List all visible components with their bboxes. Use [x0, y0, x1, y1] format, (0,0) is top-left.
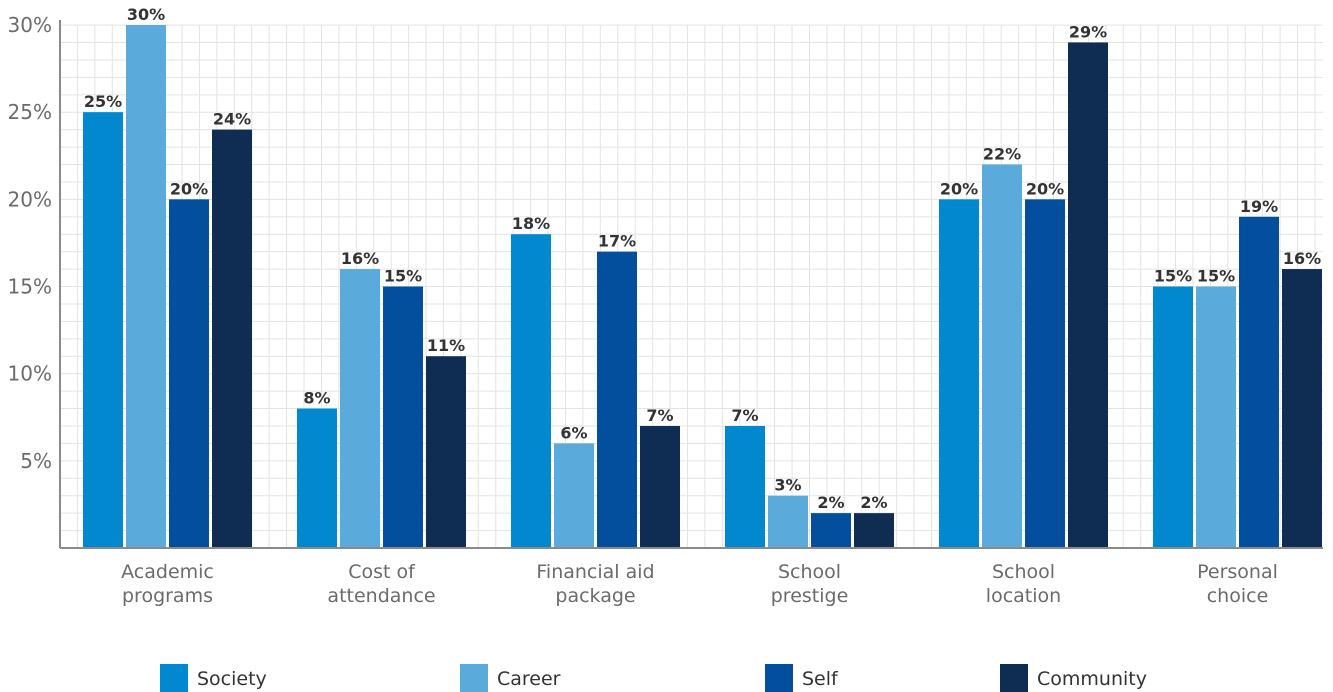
category-label: Personal: [1197, 561, 1278, 583]
data-label: 11%: [427, 336, 465, 355]
bar-career: [768, 495, 808, 548]
legend-label: Society: [197, 668, 267, 690]
data-label: 7%: [646, 406, 673, 425]
data-label: 15%: [1154, 267, 1192, 286]
y-axis-ticks: 5% 10% 15% 20% 25% 30%: [8, 13, 52, 473]
data-label: 20%: [940, 179, 978, 198]
bar-self: [597, 251, 637, 548]
y-tick-label: 5%: [20, 449, 52, 473]
legend-swatch: [1000, 664, 1028, 692]
category-label: location: [986, 585, 1061, 607]
bar-self: [811, 513, 851, 548]
y-tick-label: 25%: [8, 100, 52, 124]
category-label: prestige: [771, 585, 849, 607]
bars: [83, 25, 1322, 549]
bar-career: [1196, 286, 1236, 548]
bar-community: [1282, 269, 1322, 548]
category-label: package: [555, 585, 635, 607]
category-label: programs: [122, 585, 213, 607]
data-label: 16%: [341, 249, 379, 268]
bar-career: [554, 443, 594, 548]
bar-self: [169, 199, 209, 549]
y-tick-label: 30%: [8, 13, 52, 37]
legend-label: Community: [1037, 668, 1147, 690]
category-label: School: [778, 561, 841, 583]
legend-label: Self: [802, 668, 839, 690]
data-label: 18%: [512, 214, 550, 233]
data-label: 8%: [303, 389, 330, 408]
bar-community: [426, 356, 466, 548]
axes: [59, 20, 1323, 549]
y-tick-label: 20%: [8, 187, 52, 211]
data-label: 3%: [774, 476, 801, 495]
data-label: 15%: [384, 267, 422, 286]
bar-community: [854, 513, 894, 548]
data-label: 20%: [1026, 179, 1064, 198]
bar-self: [1239, 216, 1279, 548]
legend-item-career: Career: [460, 664, 561, 692]
legend-swatch: [160, 664, 188, 692]
bar-society: [939, 199, 979, 549]
data-label: 2%: [817, 493, 844, 512]
y-tick-label: 15%: [8, 275, 52, 299]
category-label: Academic: [121, 561, 214, 583]
legend-swatch: [460, 664, 488, 692]
bar-career: [340, 269, 380, 548]
data-label: 7%: [731, 406, 758, 425]
bar-community: [640, 425, 680, 548]
legend-item-community: Community: [1000, 664, 1147, 692]
legend-item-society: Society: [160, 664, 267, 692]
data-label: 16%: [1283, 249, 1321, 268]
category-label: School: [992, 561, 1055, 583]
data-label: 29%: [1069, 22, 1107, 41]
bar-community: [1068, 42, 1108, 548]
data-label: 17%: [598, 232, 636, 251]
category-label: attendance: [327, 585, 435, 607]
bar-society: [297, 408, 337, 548]
bar-society: [83, 112, 123, 549]
bar-society: [511, 234, 551, 548]
bar-society: [725, 425, 765, 548]
data-label: 22%: [983, 144, 1021, 163]
bar-career: [126, 25, 166, 548]
data-label: 2%: [860, 493, 887, 512]
category-label: Financial aid: [536, 561, 654, 583]
data-label: 24%: [213, 110, 251, 129]
data-labels: 25% 30% 20% 24% 8% 16% 15% 11% 18% 6% 17% 7% 7% 3% 2% 2…: [84, 5, 1321, 512]
data-label: 25%: [84, 92, 122, 111]
data-label: 15%: [1197, 267, 1235, 286]
category-label: Cost of: [348, 561, 416, 583]
bar-society: [1153, 286, 1193, 548]
data-label: 20%: [170, 179, 208, 198]
category-label: choice: [1207, 585, 1269, 607]
legend: Society Career Self Community: [160, 664, 1147, 692]
legend-item-self: Self: [765, 664, 839, 692]
legend-swatch: [765, 664, 793, 692]
bar-self: [1025, 199, 1065, 549]
y-tick-label: 10%: [8, 362, 52, 386]
data-label: 30%: [127, 5, 165, 24]
data-label: 6%: [560, 423, 587, 442]
bar-self: [383, 286, 423, 548]
bar-career: [982, 164, 1022, 548]
legend-label: Career: [497, 668, 561, 690]
data-label: 19%: [1240, 197, 1278, 216]
bar-community: [212, 129, 252, 548]
